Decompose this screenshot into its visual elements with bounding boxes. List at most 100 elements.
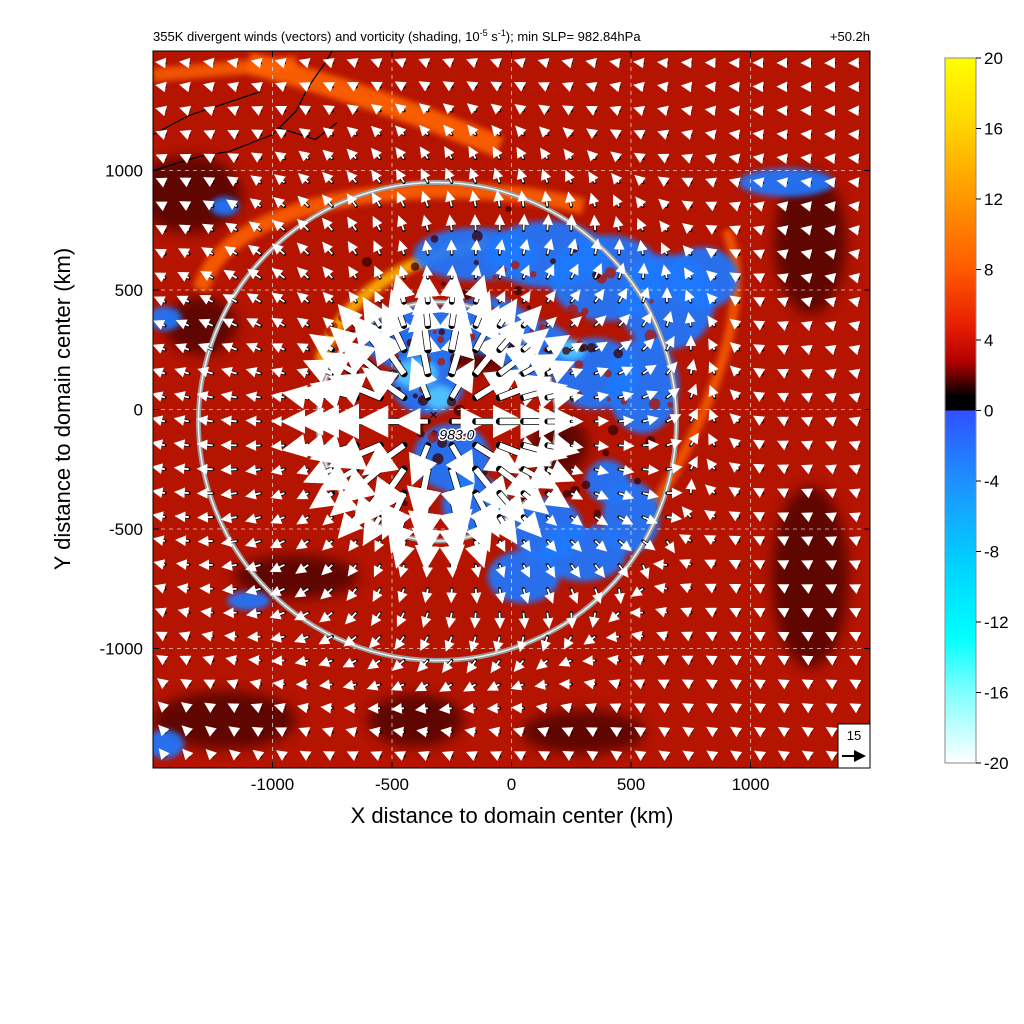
wind-vector bbox=[537, 57, 550, 69]
wind-vector bbox=[848, 296, 861, 308]
wind-vector bbox=[728, 129, 741, 141]
wind-vector bbox=[370, 612, 382, 626]
wind-vector bbox=[270, 513, 285, 524]
wind-vector bbox=[271, 655, 285, 666]
wind-vector bbox=[323, 751, 336, 761]
wind-vector bbox=[371, 327, 407, 376]
wind-vector bbox=[248, 221, 262, 233]
wind-vector bbox=[298, 82, 311, 92]
wind-vector bbox=[800, 440, 813, 451]
wind-vector bbox=[297, 173, 310, 185]
wind-vector bbox=[394, 81, 407, 92]
wind-vector bbox=[683, 267, 695, 280]
wind-vector bbox=[543, 334, 571, 359]
wind-vector bbox=[155, 153, 168, 164]
x-tick-label: 0 bbox=[507, 775, 516, 794]
wind-vector bbox=[681, 679, 694, 690]
wind-vector bbox=[445, 214, 457, 231]
wind-vector bbox=[156, 654, 169, 666]
wind-vector bbox=[175, 559, 189, 570]
wind-vector bbox=[244, 537, 261, 548]
wind-vector bbox=[777, 679, 790, 690]
wind-vector bbox=[682, 245, 694, 257]
wind-vector bbox=[222, 294, 238, 305]
wind-vector bbox=[666, 361, 678, 375]
wind-vector bbox=[155, 105, 168, 117]
wind-vector bbox=[633, 81, 645, 93]
wind-vector bbox=[155, 631, 168, 642]
wind-vector bbox=[753, 655, 766, 666]
wind-vector bbox=[488, 726, 501, 738]
wind-vector bbox=[571, 440, 584, 451]
wind-vector bbox=[462, 703, 476, 714]
wind-vector bbox=[439, 271, 465, 303]
wind-vector bbox=[729, 413, 742, 425]
wind-vector bbox=[849, 703, 862, 714]
wind-vector bbox=[366, 680, 381, 691]
wind-vector bbox=[729, 437, 741, 449]
wind-vector bbox=[199, 295, 214, 305]
wind-vector bbox=[372, 215, 383, 231]
wind-vector bbox=[660, 264, 672, 279]
wind-vector bbox=[560, 702, 573, 714]
wind-vector bbox=[824, 344, 837, 356]
wind-vector bbox=[617, 287, 628, 303]
reference-vector: 15 bbox=[837, 723, 871, 769]
wind-vector bbox=[680, 631, 693, 642]
wind-vector bbox=[538, 751, 551, 761]
wind-vector bbox=[463, 681, 477, 692]
wind-vector bbox=[706, 292, 718, 305]
wind-vector bbox=[728, 153, 741, 164]
wind-vector bbox=[562, 750, 575, 761]
wind-vector bbox=[179, 105, 192, 117]
wind-vector bbox=[594, 540, 608, 552]
wind-vector bbox=[729, 341, 742, 354]
wind-vector bbox=[824, 392, 837, 403]
wind-vector bbox=[634, 726, 647, 738]
wind-vector bbox=[849, 632, 862, 642]
wind-vector bbox=[800, 392, 813, 403]
wind-vector bbox=[269, 538, 285, 549]
wind-vector bbox=[800, 297, 813, 308]
wind-vector bbox=[446, 264, 458, 279]
wind-vector bbox=[688, 408, 699, 422]
wind-vector bbox=[203, 81, 215, 93]
wind-vector bbox=[246, 318, 261, 329]
wind-vector bbox=[705, 201, 718, 212]
wind-vector bbox=[297, 195, 309, 208]
wind-vector bbox=[642, 338, 655, 351]
wind-vector bbox=[633, 105, 646, 117]
wind-vector bbox=[154, 583, 167, 594]
wind-vector bbox=[296, 343, 309, 354]
wind-vector bbox=[321, 539, 334, 551]
wind-vector bbox=[848, 201, 860, 212]
colorbar-gradient bbox=[944, 57, 977, 764]
wind-vector bbox=[594, 315, 607, 327]
wind-vector bbox=[516, 168, 528, 183]
wind-vector bbox=[444, 167, 455, 183]
wind-vectors bbox=[153, 57, 862, 762]
wind-vector bbox=[226, 679, 239, 690]
wind-vector bbox=[271, 343, 285, 353]
wind-vector bbox=[519, 588, 531, 604]
wind-vector bbox=[269, 609, 285, 620]
wind-vector bbox=[680, 607, 693, 618]
wind-vector bbox=[824, 201, 836, 212]
wind-vector bbox=[296, 317, 309, 329]
wind-vector bbox=[566, 612, 577, 629]
wind-vector bbox=[544, 588, 555, 604]
wind-vector bbox=[249, 678, 262, 690]
wind-vector bbox=[201, 223, 215, 234]
wind-vector bbox=[618, 415, 635, 427]
wind-vector bbox=[220, 536, 237, 548]
wind-vector bbox=[179, 153, 192, 164]
wind-vector bbox=[322, 241, 334, 255]
wind-vector bbox=[294, 655, 309, 667]
wind-vector bbox=[348, 291, 360, 304]
wind-vector bbox=[801, 608, 814, 618]
wind-vector bbox=[174, 487, 189, 499]
wind-vector bbox=[546, 433, 580, 460]
wind-vector bbox=[419, 146, 431, 160]
wind-vector bbox=[156, 678, 169, 690]
wind-vector bbox=[848, 368, 861, 380]
